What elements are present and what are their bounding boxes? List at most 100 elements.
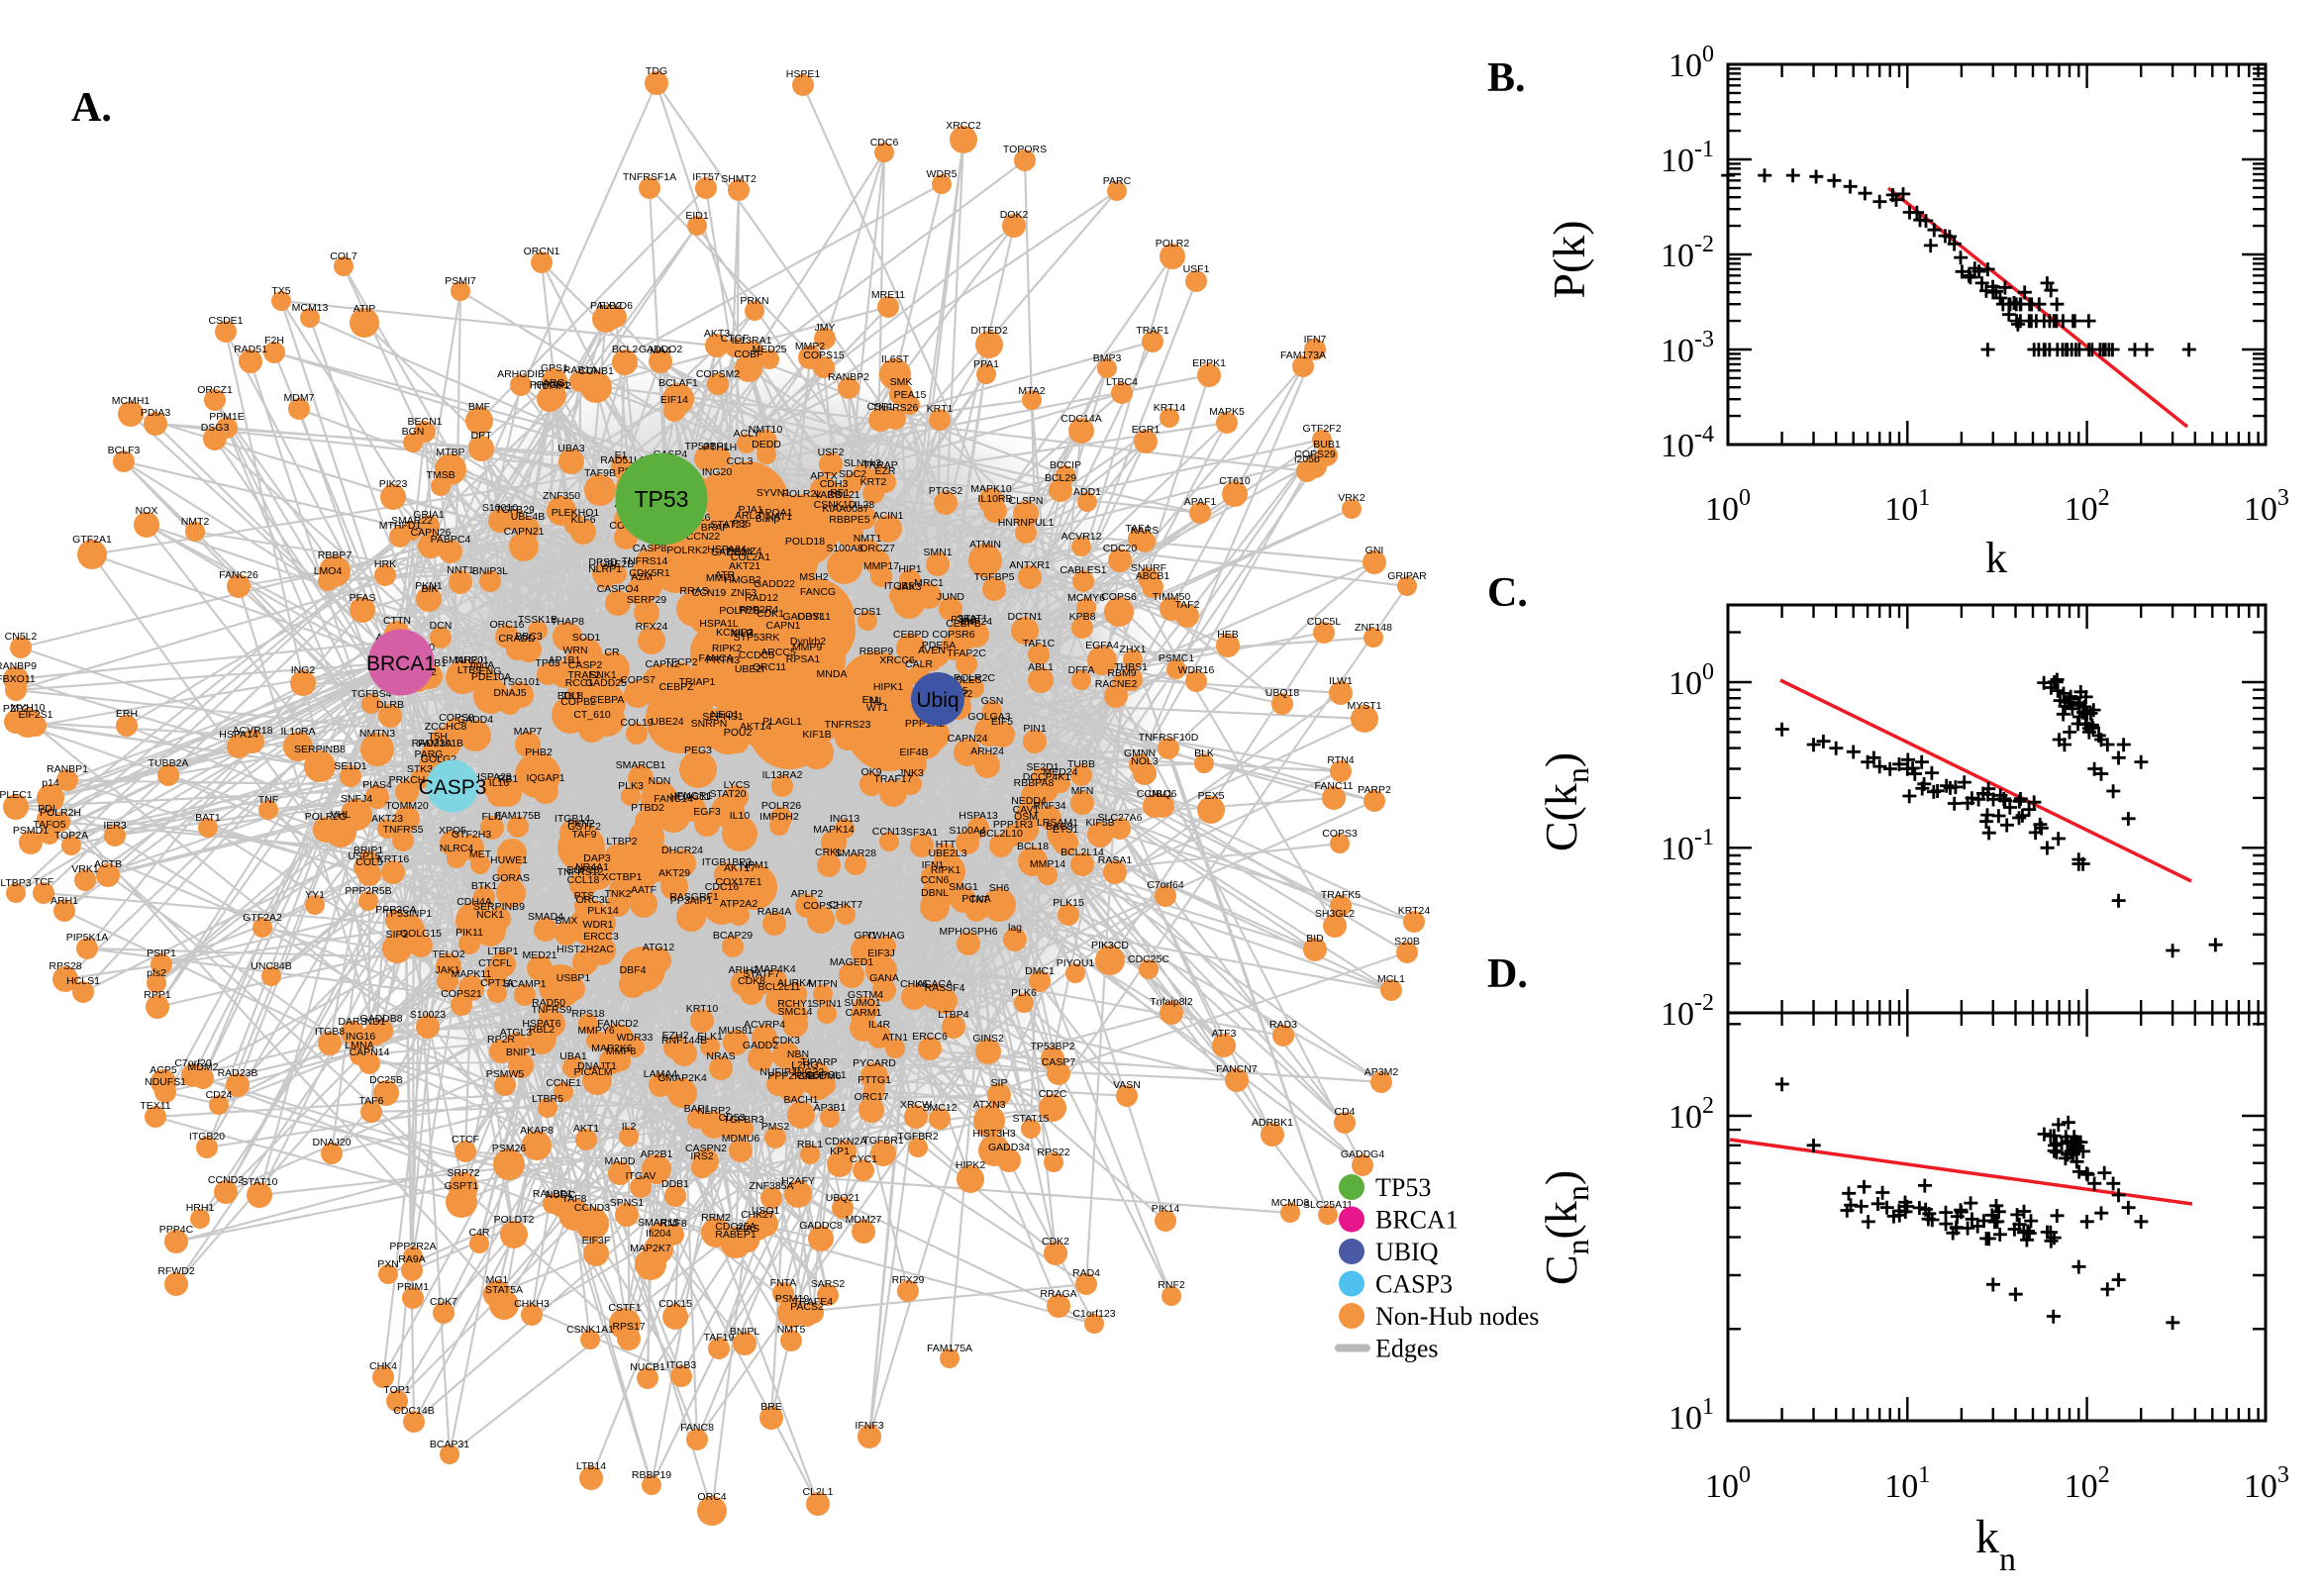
svg-text:USO1: USO1 [752,1205,780,1217]
svg-text:PIN1: PIN1 [1023,723,1047,735]
svg-text:PLK14: PLK14 [587,905,619,917]
svg-text:OBSL1: OBSL1 [797,611,831,623]
svg-text:EZH2: EZH2 [662,1030,689,1042]
svg-text:CASP8: CASP8 [633,543,667,554]
svg-text:GOLGA3: GOLGA3 [967,711,1010,723]
svg-text:TRAF2: TRAF2 [567,669,600,681]
svg-text:MRE11: MRE11 [871,289,905,301]
svg-text:ZNF148: ZNF148 [1355,622,1392,634]
svg-text:WT1: WT1 [866,702,888,714]
svg-text:EGFA4: EGFA4 [1085,640,1119,651]
svg-text:GADD2: GADD2 [743,1040,778,1051]
svg-text:KPB8: KPB8 [1069,611,1096,623]
svg-text:CAPN1: CAPN1 [765,620,800,632]
svg-text:HCLS1: HCLS1 [66,975,100,987]
svg-text:COL2A1: COL2A1 [731,551,770,563]
svg-text:CTTN: CTTN [383,615,411,627]
svg-text:USBP1: USBP1 [556,972,591,984]
svg-text:SMK: SMK [890,376,913,388]
svg-text:CRADD: CRADD [498,633,536,645]
svg-text:TP53BP1: TP53BP1 [685,441,730,452]
svg-text:MUS81: MUS81 [718,1025,753,1037]
svg-text:IFT57: IFT57 [692,171,720,183]
svg-text:TNFRS14: TNFRS14 [622,555,668,567]
svg-text:EGF3: EGF3 [693,806,721,818]
svg-text:HRK: HRK [374,558,396,570]
svg-text:BCLAF1: BCLAF1 [658,377,698,389]
svg-text:S10023: S10023 [410,1009,446,1021]
svg-text:CD53: CD53 [719,1112,746,1124]
svg-text:ING2: ING2 [291,664,316,676]
svg-text:GINS2: GINS2 [972,1033,1004,1045]
svg-text:EGF26: EGF26 [566,864,599,876]
svg-text:DFFA: DFFA [1068,664,1095,676]
svg-text:IFNGR1: IFNGR1 [674,790,713,802]
svg-text:ARHGDIB: ARHGDIB [497,368,545,380]
svg-text:ATIP: ATIP [354,303,376,315]
svg-text:COL21: COL21 [827,489,859,501]
svg-text:SYVN1: SYVN1 [757,487,791,499]
svg-text:PABPC4: PABPC4 [431,534,471,546]
svg-text:RTN4: RTN4 [1327,754,1354,766]
svg-text:PSM26: PSM26 [492,1143,527,1154]
svg-text:TIPARP: TIPARP [800,1056,837,1068]
svg-text:ADD1: ADD1 [1073,486,1101,498]
svg-text:POLR2L: POLR2L [782,488,822,500]
svg-text:CEBPZ: CEBPZ [658,681,694,693]
svg-text:GTF2A2: GTF2A2 [243,912,282,924]
svg-text:AKT21: AKT21 [729,560,760,572]
svg-text:CSNK1A1: CSNK1A1 [566,1324,614,1336]
svg-text:MAP2K6: MAP2K6 [591,1043,633,1054]
svg-text:ING22: ING22 [794,1066,825,1078]
svg-text:MNDA: MNDA [817,668,848,680]
svg-text:GADDM6: GADDM6 [797,1070,842,1082]
svg-text:ATGL3: ATGL3 [500,1027,533,1039]
svg-text:STAT5A: STAT5A [485,1284,523,1296]
svg-text:BCL2L10: BCL2L10 [979,828,1023,840]
svg-text:BCAP31: BCAP31 [430,1439,469,1450]
svg-text:FAM175A: FAM175A [927,1343,972,1354]
svg-text:DPT: DPT [471,430,493,442]
svg-text:ACVR18: ACVR18 [233,725,273,737]
svg-text:ITGB8: ITGB8 [315,1026,346,1038]
svg-text:ZNF350: ZNF350 [543,490,580,502]
svg-text:RPS22: RPS22 [1037,1147,1069,1158]
svg-text:TRIAP1: TRIAP1 [679,676,716,688]
svg-text:CDC25A: CDC25A [715,1221,756,1233]
svg-text:UBE2L3: UBE2L3 [928,848,966,859]
svg-text:PRKCH: PRKCH [389,774,426,786]
svg-text:PLEC1: PLEC1 [0,789,33,801]
svg-text:Dynlrb2: Dynlrb2 [790,636,826,648]
svg-text:NMT2: NMT2 [181,516,210,528]
svg-text:MED25: MED25 [752,344,786,355]
svg-text:CDH3: CDH3 [820,478,849,490]
svg-text:CAV1: CAV1 [1013,804,1040,816]
svg-text:RANBP1: RANBP1 [47,763,88,775]
svg-text:RASSF4: RASSF4 [925,982,965,994]
svg-text:UBQ18: UBQ18 [1265,687,1300,699]
svg-text:TEX11: TEX11 [140,1100,170,1112]
svg-text:CASP2: CASP2 [568,659,603,671]
svg-text:ITGB3: ITGB3 [666,1359,697,1371]
svg-text:CHKT7: CHKT7 [829,899,863,911]
svg-text:TRAF1: TRAF1 [1136,325,1168,337]
svg-text:MED24: MED24 [1043,766,1077,778]
svg-text:UBA3: UBA3 [557,443,585,454]
svg-text:XILP: XILP [731,628,754,640]
svg-text:npdA: npdA [470,659,495,671]
svg-text:PYCARD: PYCARD [853,1057,896,1069]
svg-text:PSM19: PSM19 [775,1293,810,1305]
svg-text:RPS17: RPS17 [612,1321,645,1333]
svg-text:COL7: COL7 [330,250,357,262]
svg-text:CL2L1: CL2L1 [803,1486,834,1498]
svg-text:TOP2A: TOP2A [54,830,88,842]
svg-text:FANCA: FANCA [698,652,733,664]
svg-text:KRT1: KRT1 [927,403,954,415]
svg-text:KARS: KARS [1131,525,1160,537]
svg-text:POLR2C: POLR2C [954,672,995,684]
svg-text:PIK3CD: PIK3CD [1091,940,1129,951]
svg-text:HDAC11: HDAC11 [670,791,711,803]
svg-text:RPS28: RPS28 [49,960,81,972]
svg-text:CASP3: CASP3 [419,776,487,799]
svg-text:DPSD: DPSD [588,556,618,568]
